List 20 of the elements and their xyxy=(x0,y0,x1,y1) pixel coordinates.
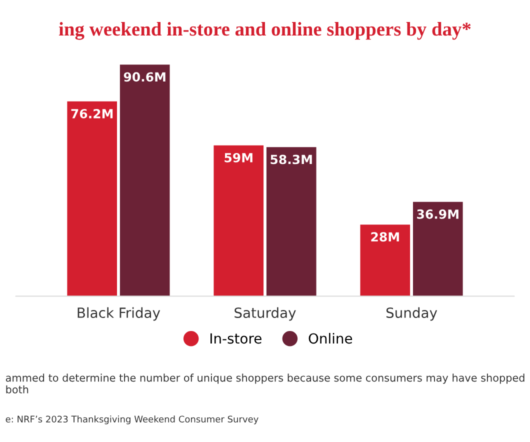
chart-title: ing weekend in-store and online shoppers by day* xyxy=(58,22,471,40)
bar xyxy=(360,224,410,296)
text: e: NRF’s 2023 Thanksgiving Weekend Consumer Survey xyxy=(6,416,258,424)
data-label: 76.2M xyxy=(71,108,113,118)
legend-label: In-store xyxy=(210,333,262,344)
x-tick-label: Black Friday xyxy=(78,307,160,321)
data-label: 58.3M xyxy=(270,154,312,164)
bar xyxy=(214,145,264,296)
data-label: 36.9M xyxy=(417,209,458,219)
text: ammed to determine the number of unique shoppers because some consumers may have shopped both xyxy=(6,374,524,394)
x-tick-label: Sunday xyxy=(386,307,438,321)
data-label: 90.6M xyxy=(124,72,166,82)
data-label: 59M xyxy=(224,152,252,162)
bar xyxy=(67,101,118,296)
bar xyxy=(266,147,316,296)
x-tick-label: Saturday xyxy=(234,307,296,321)
bar xyxy=(120,64,170,296)
data-label: 28M xyxy=(371,232,399,242)
legend-label: Online xyxy=(308,332,352,344)
bar xyxy=(412,202,463,296)
